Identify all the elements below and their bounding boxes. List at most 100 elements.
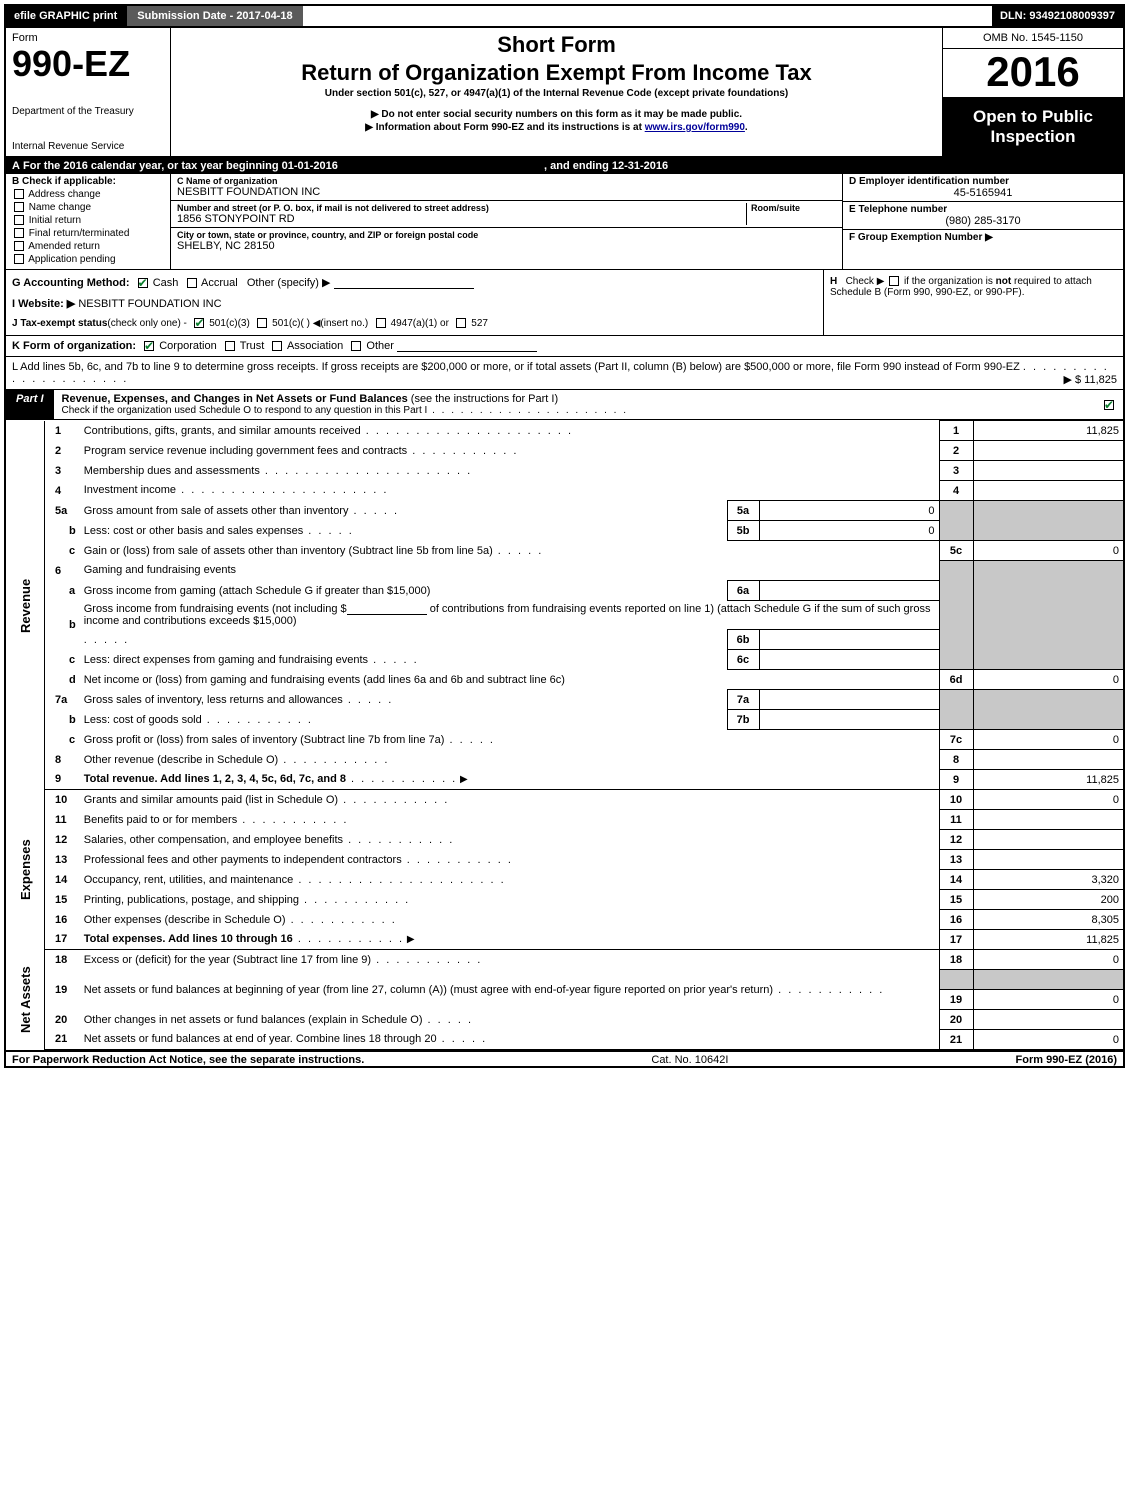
k-label: K Form of organization: [12,340,136,352]
chk-application-pending[interactable]: Application pending [12,254,164,265]
part-i-header: Part I Revenue, Expenses, and Changes in… [6,389,1123,420]
org-name-row: C Name of organization NESBITT FOUNDATIO… [171,174,842,201]
chk-501c3[interactable] [194,318,204,328]
num-6d: 6d [939,670,973,690]
desc-6b-2 [80,630,727,650]
chk-schedule-o-part-i[interactable] [1104,400,1114,410]
desc-5b: Less: cost or other basis and sales expe… [80,521,727,541]
side-expenses: Expenses [6,790,45,950]
chk-accrual-label: Accrual [201,277,238,289]
other-specify-input[interactable] [334,277,474,289]
amt-6a-shade [973,581,1123,601]
amt-7a-shade [973,690,1123,710]
innum-6c: 6c [727,650,759,670]
6b-contrib-input[interactable] [347,603,427,615]
ein-row: D Employer identification number 45-5165… [843,174,1123,202]
org-city-label: City or town, state or province, country… [177,230,836,240]
note-ssn: ▶ Do not enter social security numbers o… [371,109,742,120]
chk-527[interactable] [456,318,466,328]
num-14: 14 [939,870,973,890]
desc-16: Other expenses (describe in Schedule O) [80,910,939,930]
ln-1: 1 [45,421,80,441]
ln-2: 2 [45,441,80,461]
other-org-input[interactable] [397,340,537,352]
amt-3 [973,461,1123,481]
chk-other-org[interactable] [351,341,361,351]
org-address-label: Number and street (or P. O. box, if mail… [177,203,746,213]
num-9: 9 [939,770,973,790]
innum-5a: 5a [727,501,759,521]
chk-name-change[interactable]: Name change [12,202,164,213]
ln-7b: b [45,710,80,730]
chk-cash[interactable] [138,278,148,288]
chk-association[interactable] [272,341,282,351]
line-1: Revenue 1 Contributions, gifts, grants, … [6,421,1123,441]
row-g-accounting: G Accounting Method: Cash Accrual Other … [12,276,817,289]
line-17: 17 Total expenses. Add lines 10 through … [6,930,1123,950]
chk-corporation-label: Corporation [159,340,216,352]
line-20: 20 Other changes in net assets or fund b… [6,1010,1123,1030]
chk-amended-return[interactable]: Amended return [12,241,164,252]
line-13: 13 Professional fees and other payments … [6,850,1123,870]
ln-6b: b [45,601,80,650]
tax-year: 2016 [943,49,1123,98]
j-sub: (check only one) - [107,318,186,329]
main-title: Return of Organization Exempt From Incom… [301,60,812,86]
innum-6b: 6b [727,630,759,650]
footer-cat: Cat. No. 10642I [651,1054,728,1066]
ln-19: 19 [45,970,80,1010]
open-line2: Inspection [945,127,1121,147]
ln-16: 16 [45,910,80,930]
ein-label: D Employer identification number [849,176,1117,187]
note2-post: . [745,122,748,133]
ln-12: 12 [45,830,80,850]
chk-trust[interactable] [225,341,235,351]
open-line1: Open to Public [945,107,1121,127]
num-3: 3 [939,461,973,481]
amt-21: 0 [973,1030,1123,1050]
chk-4947[interactable] [376,318,386,328]
col-b-checkboxes: B Check if applicable: Address change Na… [6,174,171,269]
part-i-dots [427,405,628,416]
num-5a-shade [939,501,973,521]
row-a-label: A [12,160,20,172]
amt-13 [973,850,1123,870]
desc-10: Grants and similar amounts paid (list in… [80,790,939,810]
amt-9: 11,825 [973,770,1123,790]
chk-accrual[interactable] [187,278,197,288]
ln-6d: d [45,670,80,690]
efile-print-button[interactable]: efile GRAPHIC print [6,6,125,26]
chk-address-change[interactable]: Address change [12,189,164,200]
chk-final-return[interactable]: Final return/terminated [12,228,164,239]
col-b-header: B Check if applicable: [12,176,164,187]
chk-initial-return-label: Initial return [29,215,81,226]
line-19-1: 19 Net assets or fund balances at beginn… [6,970,1123,990]
ln-15: 15 [45,890,80,910]
irs-link[interactable]: www.irs.gov/form990 [645,122,745,133]
part-i-title-text: Revenue, Expenses, and Changes in Net As… [62,393,408,405]
innum-6a: 6a [727,581,759,601]
row-k-form-org: K Form of organization: Corporation Trus… [6,336,1123,357]
desc-15: Printing, publications, postage, and shi… [80,890,939,910]
ln-5a: 5a [45,501,80,521]
ln-13: 13 [45,850,80,870]
chk-corporation[interactable] [144,341,154,351]
part-i-sub: Check if the organization used Schedule … [62,405,428,416]
ln-4: 4 [45,481,80,501]
org-name-value: NESBITT FOUNDATION INC [177,186,836,198]
ln-3: 3 [45,461,80,481]
h-text1: Check ▶ [846,276,888,287]
desc-1: Contributions, gifts, grants, and simila… [80,421,939,441]
chk-initial-return[interactable]: Initial return [12,215,164,226]
amt-19: 0 [973,990,1123,1010]
desc-7b: Less: cost of goods sold [80,710,727,730]
ln-9: 9 [45,770,80,790]
ln-5b: b [45,521,80,541]
chk-501c[interactable] [257,318,267,328]
desc-8: Other revenue (describe in Schedule O) [80,750,939,770]
room-suite-label: Room/suite [751,203,836,213]
line-6a: a Gross income from gaming (attach Sched… [6,581,1123,601]
chk-schedule-b[interactable] [889,276,899,286]
ln-6: 6 [45,561,80,581]
amt-1: 11,825 [973,421,1123,441]
